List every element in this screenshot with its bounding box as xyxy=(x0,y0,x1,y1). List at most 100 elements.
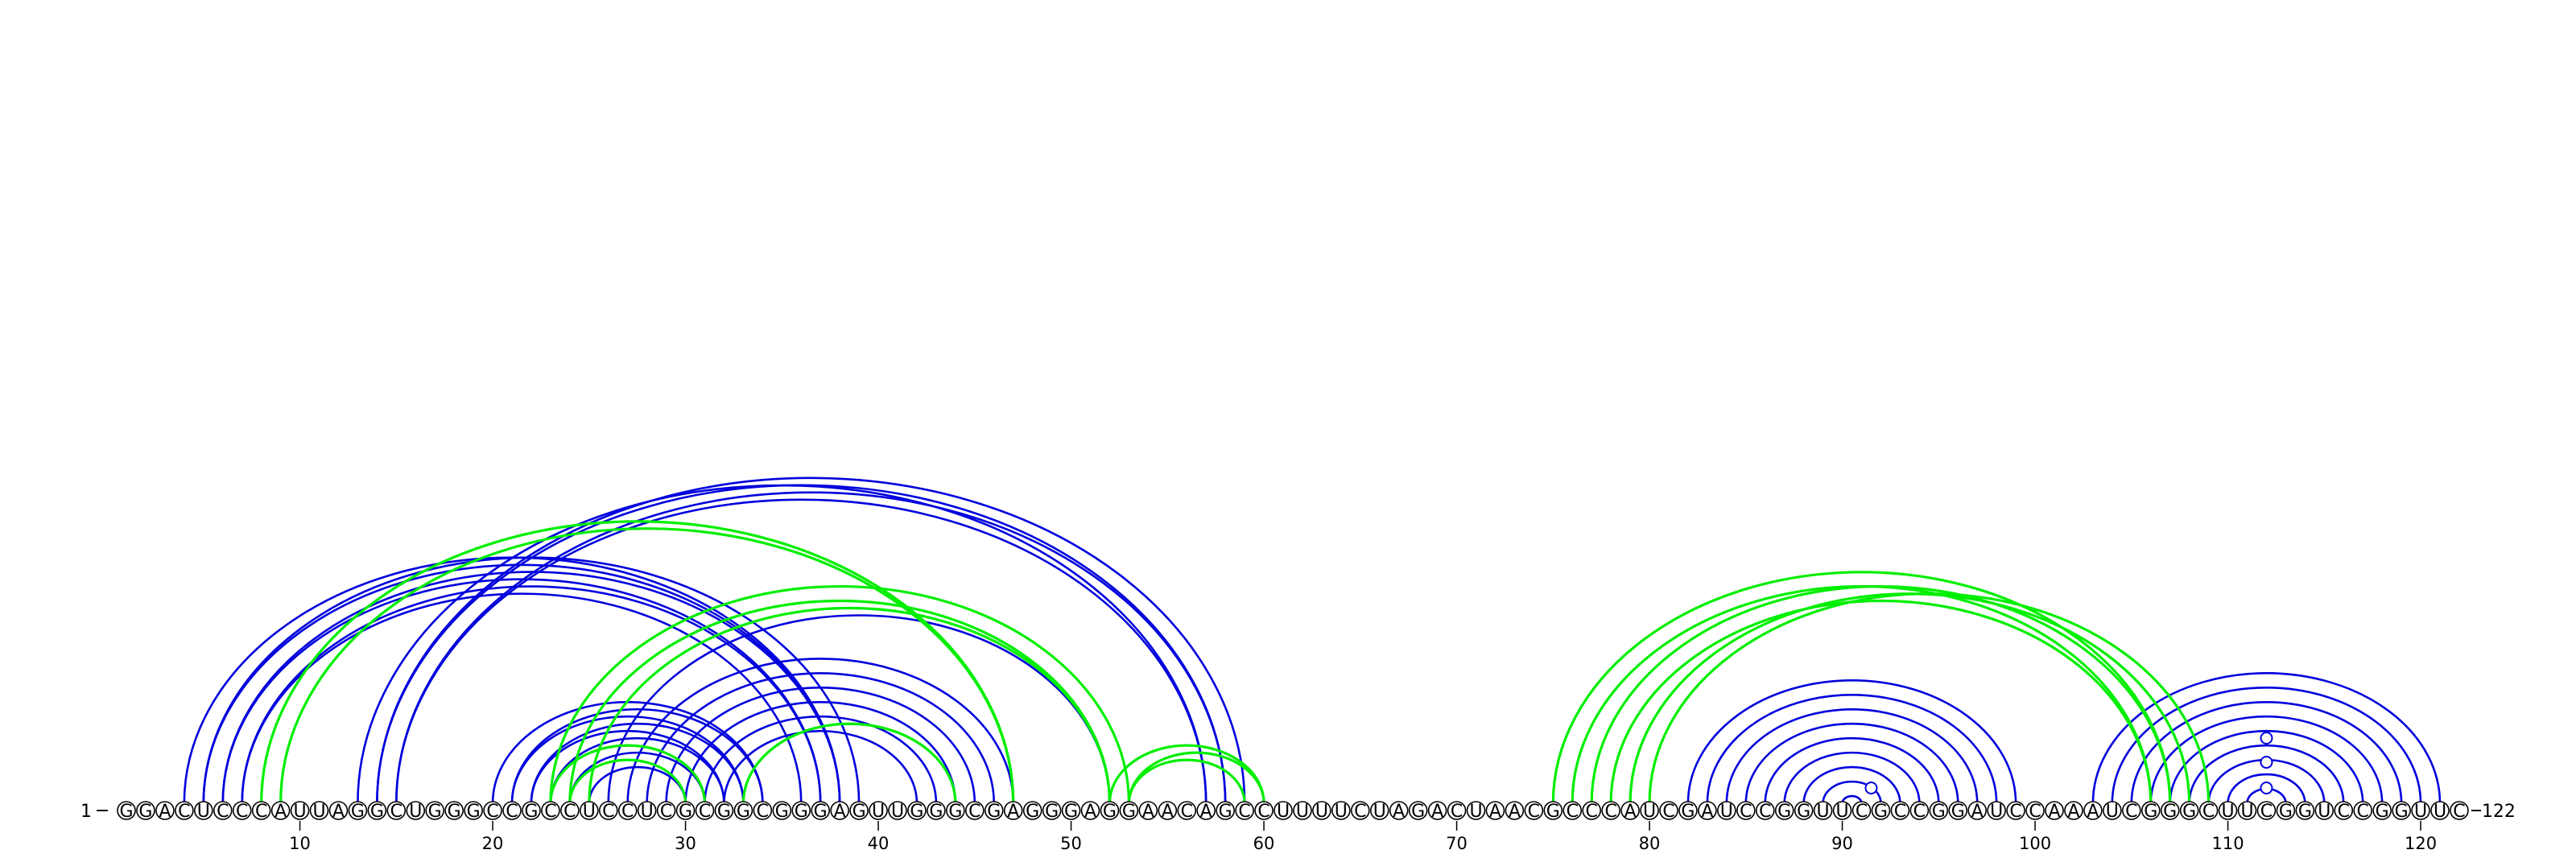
nucleotide-letter: G xyxy=(2298,802,2312,822)
nucleotide: U xyxy=(1813,801,1833,822)
nucleotide: G xyxy=(1678,801,1698,822)
nucleotide-circle xyxy=(1640,801,1659,820)
nucleotide-circle xyxy=(753,801,773,820)
green-pair-arc xyxy=(1590,584,2172,804)
nucleotide-letter: U xyxy=(2434,802,2446,822)
nucleotide-letter: U xyxy=(1817,802,1830,822)
nucleotide: C xyxy=(483,801,502,822)
nucleotide-circle xyxy=(1119,801,1139,820)
green-pair-arc xyxy=(1648,592,2211,804)
nucleotide-circle xyxy=(1755,801,1775,820)
nucleotide-circle xyxy=(772,801,792,820)
loop-marker xyxy=(1864,782,1878,794)
nucleotide: G xyxy=(849,801,869,822)
nucleotide: A xyxy=(830,801,849,822)
green-pair-arc xyxy=(588,606,1112,804)
nucleotide: G xyxy=(1042,801,1062,822)
nucleotide-letter: C xyxy=(2125,802,2137,822)
blue-pair-arc xyxy=(241,585,822,804)
nucleotide-letter: C xyxy=(1856,802,1868,822)
blue-pair-arc xyxy=(2091,672,2442,804)
nucleotide: G xyxy=(1543,801,1563,822)
nucleotide-letter: G xyxy=(2163,802,2177,822)
nucleotide-circle xyxy=(1601,801,1620,820)
nucleotide-circle xyxy=(598,801,618,820)
nucleotide-letter: G xyxy=(351,802,365,822)
blue-pair-arc xyxy=(2130,701,2403,804)
nucleotide: C xyxy=(598,801,618,822)
nucleotide: G xyxy=(1929,801,1949,822)
blue-pair-arc xyxy=(1802,765,1901,804)
nucleotide-letter: C xyxy=(544,802,556,822)
green-pair-arc xyxy=(279,527,1015,804)
nucleotide: C xyxy=(2334,801,2354,822)
nucleotide-circle xyxy=(1948,801,1968,820)
nucleotide-letter: G xyxy=(2279,802,2293,822)
nucleotide: A xyxy=(155,801,175,822)
nucleotide-circle xyxy=(695,801,715,820)
nucleotide: C xyxy=(1582,801,1601,822)
nucleotide-circle xyxy=(2083,801,2103,820)
nucleotide-circle xyxy=(251,801,271,820)
nucleotide-letter: U xyxy=(1469,802,1482,822)
nucleotide-circle xyxy=(270,801,291,820)
nucleotide-letter: U xyxy=(583,802,596,822)
nucleotide-letter: A xyxy=(1162,802,1174,822)
nucleotide: C xyxy=(251,801,271,822)
nucleotide-circle xyxy=(1274,801,1293,820)
nucleotide: A xyxy=(2083,801,2103,822)
nucleotide-circle xyxy=(2353,801,2372,820)
nucleotide-letter: C xyxy=(757,802,769,822)
nucleotide-circle xyxy=(2334,801,2354,820)
nucleotide-letter: A xyxy=(1007,802,1019,822)
nucleotide-letter: G xyxy=(910,802,923,822)
nucleotide-letter: C xyxy=(1354,802,1366,822)
nucleotide-letter: A xyxy=(834,802,846,822)
nucleotide-letter: C xyxy=(390,802,402,822)
blue-pair-arc xyxy=(1744,722,1959,804)
nucleotide: C xyxy=(541,801,560,822)
nucleotide: G xyxy=(1119,801,1139,822)
blue-pair-arc xyxy=(1686,679,2017,804)
nucleotide-circle xyxy=(1196,801,1216,820)
loop-marker xyxy=(2260,782,2273,794)
nucleotide: C xyxy=(386,801,407,822)
nucleotide-letter: G xyxy=(1219,802,1232,822)
nucleotide-circle xyxy=(946,801,965,820)
nucleotide-circle xyxy=(1987,801,2006,820)
nucleotide: U xyxy=(1987,801,2006,822)
nucleotide-letter: G xyxy=(1026,802,1039,822)
nucleotide-letter: A xyxy=(1084,802,1096,822)
nucleotide-letter: G xyxy=(814,802,828,822)
nucleotide-letter: U xyxy=(197,802,210,822)
nucleotide-circle xyxy=(2045,801,2064,820)
nucleotide-letter: C xyxy=(660,802,672,822)
nucleotide-letter: C xyxy=(968,802,980,822)
nucleotide-circle xyxy=(522,801,541,820)
green-pair-arc xyxy=(1609,599,2153,804)
nucleotide-circle xyxy=(1794,801,1814,820)
nucleotide: G xyxy=(927,801,946,822)
tick-label: 20 xyxy=(482,834,504,853)
nucleotide-circle xyxy=(541,801,560,820)
nucleotide-circle xyxy=(1543,801,1563,820)
nucleotide-circle xyxy=(869,801,888,820)
nucleotide-letter: A xyxy=(1142,802,1154,822)
nucleotide-circle xyxy=(1505,801,1525,820)
nucleotide-circle xyxy=(425,801,445,820)
nucleotide-letter: U xyxy=(2318,802,2330,822)
nucleotide-letter: C xyxy=(2009,802,2021,822)
nucleotide: C xyxy=(1447,801,1467,822)
loop-marker xyxy=(2260,756,2273,769)
nucleotide: C xyxy=(1351,801,1370,822)
nucleotide-circle xyxy=(232,801,252,820)
nucleotide-circle xyxy=(1138,801,1158,820)
nucleotide-circle xyxy=(1389,801,1409,820)
nucleotide-letter: C xyxy=(1662,802,1674,822)
nucleotide: G xyxy=(791,801,811,822)
nucleotide-letter: C xyxy=(621,802,634,822)
nucleotide-circle xyxy=(2392,801,2411,820)
nucleotide: G xyxy=(2392,801,2411,822)
nucleotide: G xyxy=(1774,801,1794,822)
